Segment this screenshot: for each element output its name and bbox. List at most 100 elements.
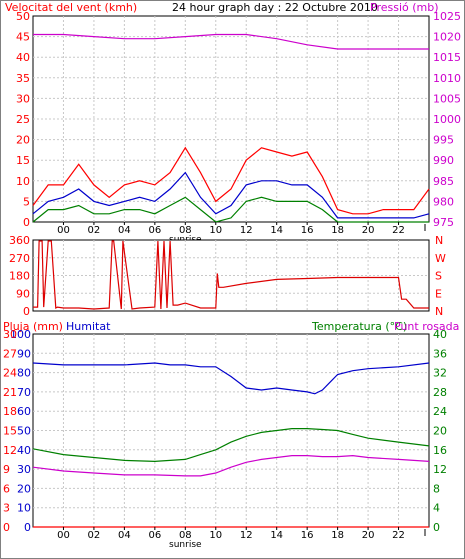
direction-y-tick-label: 270 [9, 252, 30, 265]
x-tick-label: 22 [392, 225, 405, 236]
pressure-axis-label: Pressió (mb) [370, 1, 439, 14]
humidity-temperature-panel: 0102030405060708090100036912151821242730… [3, 328, 447, 550]
x-tick-label: 04 [118, 530, 131, 541]
rain-y-tick-label: 24 [3, 367, 17, 380]
wind-y-tick-label: 25 [16, 113, 30, 126]
humidity-y-tick-label: 20 [17, 482, 31, 495]
humidity-y-tick-label: 50 [17, 425, 31, 438]
x-tick-label: 08 [179, 530, 192, 541]
temperature-y-tick-label: 4 [433, 502, 440, 515]
wind-y-tick-label: 5 [23, 195, 30, 208]
humidity-y-tick-label: 70 [17, 386, 31, 399]
pressure-y-tick-label: 1020 [433, 31, 461, 44]
x-tick-label: 18 [331, 225, 344, 236]
x-tick-label: 20 [362, 530, 375, 541]
temperature-y-tick-label: 40 [433, 328, 447, 341]
x-tick-label: 00 [57, 225, 70, 236]
x-tick-label: 08 [179, 225, 192, 236]
pressure-series-line [33, 33, 429, 50]
direction-y-tick-label: 0 [23, 305, 30, 318]
rain-axis-label: Pluja (mm) [3, 320, 63, 333]
compass-label: S [435, 270, 442, 283]
temperature-y-tick-label: 0 [433, 521, 440, 534]
humidity-y-tick-label: 30 [17, 463, 31, 476]
x-tick-label: 22 [392, 530, 405, 541]
humidity-series-line [32, 362, 430, 395]
temperature-y-tick-label: 12 [433, 463, 447, 476]
x-tick-label: 06 [148, 530, 161, 541]
humidity-y-tick-label: 0 [24, 521, 31, 534]
x-tick-label: 12 [240, 530, 253, 541]
pressure-y-tick-label: 980 [433, 195, 454, 208]
humidity-y-tick-label: 10 [17, 502, 31, 515]
x-tick-label: 18 [331, 530, 344, 541]
pressure-y-tick-label: 1015 [433, 51, 461, 64]
x-tick-label: 12 [240, 225, 253, 236]
temperature-y-tick-label: 8 [433, 482, 440, 495]
temperature-y-tick-label: 24 [433, 405, 447, 418]
humidity-y-tick-label: 60 [17, 405, 31, 418]
rain-y-tick-label: 9 [3, 463, 10, 476]
rain-y-tick-label: 3 [3, 502, 10, 515]
wind-y-tick-label: 10 [16, 175, 30, 188]
pressure-y-tick-label: 1000 [433, 113, 461, 126]
compass-label: E [435, 287, 442, 300]
humidity-y-tick-label: 40 [17, 444, 31, 457]
pressure-y-tick-label: 995 [433, 134, 454, 147]
wind-direction-series-line [33, 240, 429, 310]
sunrise-label: sunrise [169, 540, 202, 550]
pressure-y-tick-label: 975 [433, 216, 454, 229]
wind-y-tick-label: 15 [16, 154, 30, 167]
compass-label: N [435, 234, 443, 247]
wind-y-tick-label: 0 [23, 216, 30, 229]
rain-y-tick-label: 15 [3, 425, 17, 438]
wind-y-tick-label: 35 [16, 72, 30, 85]
x-tick-label: 02 [88, 530, 101, 541]
wind-y-tick-label: 40 [16, 51, 30, 64]
rain-y-tick-label: 30 [3, 328, 17, 341]
rain-y-tick-label: 27 [3, 347, 17, 360]
wind-pressure-panel: 0510152025303540455097598098599099510001… [16, 10, 461, 245]
x-tick-label: 14 [270, 530, 283, 541]
direction-y-tick-label: 360 [9, 234, 30, 247]
x-tick-label: 10 [209, 225, 222, 236]
x-tick-label: 20 [362, 225, 375, 236]
temperature-y-tick-label: 36 [433, 347, 447, 360]
pressure-y-tick-label: 990 [433, 154, 454, 167]
direction-y-tick-label: 90 [16, 287, 30, 300]
pressure-y-tick-label: 1005 [433, 92, 461, 105]
temperature-y-tick-label: 20 [433, 425, 447, 438]
chart-title: 24 hour graph day : 22 Octubre 2010 [172, 1, 378, 14]
temperature-y-tick-label: 28 [433, 386, 447, 399]
dewpoint-axis-label: Punt rosada [394, 320, 459, 333]
humidity-y-tick-label: 80 [17, 367, 31, 380]
dewpoint-series-line [32, 454, 430, 477]
x-tick-label: 00 [57, 530, 70, 541]
direction-y-tick-label: 180 [9, 270, 30, 283]
temperature-y-tick-label: 16 [433, 444, 447, 457]
rain-y-tick-label: 0 [3, 521, 10, 534]
x-tick-label: 04 [118, 225, 131, 236]
pressure-y-tick-label: 1010 [433, 72, 461, 85]
humidity-y-tick-label: 90 [17, 347, 31, 360]
wind-y-tick-label: 50 [16, 10, 30, 23]
x-tick-label: 02 [88, 225, 101, 236]
wind-y-tick-label: 45 [16, 31, 30, 44]
wind-y-tick-label: 30 [16, 92, 30, 105]
wind-axis-label: Velocitat del vent (kmh) [5, 1, 137, 14]
gust-series-line [32, 146, 430, 215]
x-tick-label: 10 [209, 530, 222, 541]
speed-series-line [32, 171, 430, 219]
temperature-axis-label: Temperatura (°C) [311, 320, 407, 333]
rain-y-tick-label: 12 [3, 444, 17, 457]
rain-y-tick-label: 18 [3, 405, 17, 418]
humidity-y-tick-label: 100 [10, 328, 31, 341]
temperature-y-tick-label: 32 [433, 367, 447, 380]
x-tick-label: 14 [270, 225, 283, 236]
low-series-line [32, 196, 429, 223]
rain-y-tick-label: 21 [3, 386, 17, 399]
wind-y-tick-label: 20 [16, 134, 30, 147]
